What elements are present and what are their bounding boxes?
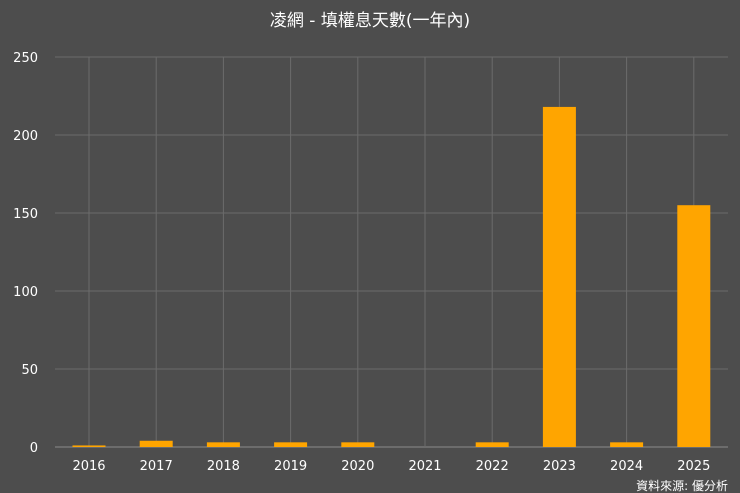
x-tick-label: 2024 <box>610 459 643 474</box>
grid-lines <box>55 56 728 448</box>
chart-title: 凌網 - 填權息天數(一年內) <box>270 11 470 31</box>
bars <box>72 106 711 448</box>
x-tick-label: 2022 <box>476 459 509 474</box>
y-tick-label: 50 <box>21 363 38 378</box>
y-tick-label: 250 <box>13 51 38 66</box>
source-label: 資料來源: 優分析 <box>636 479 728 493</box>
y-tick-label: 150 <box>13 207 38 222</box>
x-tick-label: 2019 <box>274 459 307 474</box>
bar-2017 <box>139 440 173 447</box>
bar-2022 <box>475 442 509 447</box>
x-tick-label: 2020 <box>341 459 374 474</box>
x-tick-label: 2016 <box>72 459 105 474</box>
y-tick-label: 100 <box>13 285 38 300</box>
bar-2025 <box>677 205 711 447</box>
bar-2018 <box>206 442 240 447</box>
x-tick-label: 2021 <box>408 459 441 474</box>
x-tick-label: 2017 <box>140 459 173 474</box>
bar-2024 <box>610 442 644 447</box>
y-axis-ticks: 0 50 100 150 200 250 <box>13 51 38 456</box>
bar-2019 <box>274 442 308 447</box>
x-tick-label: 2023 <box>543 459 576 474</box>
bar-2020 <box>341 442 375 447</box>
x-tick-label: 2018 <box>207 459 240 474</box>
bar-2016 <box>72 445 106 447</box>
x-axis-ticks: 2016 2017 2018 2019 2020 2021 2022 2023 2024 2025 <box>72 459 710 474</box>
y-tick-label: 0 <box>30 441 38 456</box>
x-tick-label: 2025 <box>677 459 710 474</box>
y-tick-label: 200 <box>13 129 38 144</box>
bar-2023 <box>542 106 576 448</box>
